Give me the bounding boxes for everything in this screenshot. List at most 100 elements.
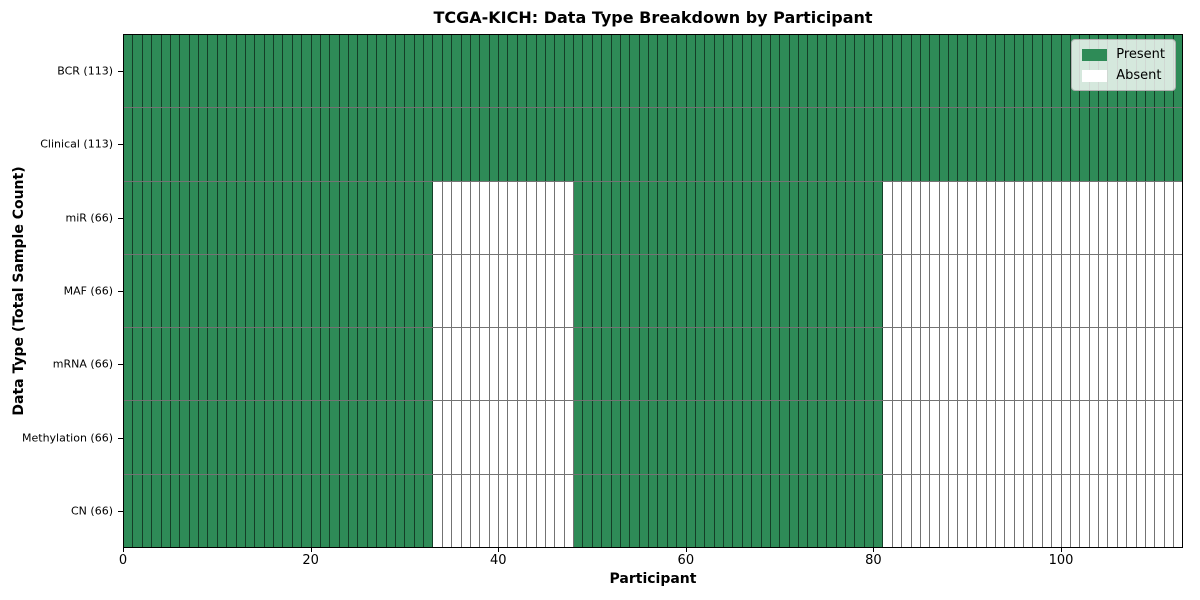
heatmap-cell [574,401,584,474]
heatmap-cell [780,108,790,181]
heatmap-cell [911,108,921,181]
heatmap-cell [902,474,912,547]
heatmap-cell [939,328,949,401]
heatmap-cell [433,328,443,401]
heatmap-cell [920,35,931,108]
heatmap-cell [255,328,265,401]
heatmap-cell [124,181,134,254]
heatmap-cell [967,474,978,547]
heatmap-cell [527,35,537,108]
heatmap-cell [320,254,331,328]
heatmap-cell [761,108,771,181]
heatmap-cell [1061,254,1071,328]
heatmap-cell [349,181,359,254]
heatmap-cell [358,474,368,547]
heatmap-cell [1155,401,1165,474]
heatmap-cell [536,35,546,108]
heatmap-cell [733,254,743,328]
heatmap-cell [236,35,246,108]
heatmap-cell [358,254,368,328]
heatmap-cell [799,108,809,181]
heatmap-cell [986,254,996,328]
heatmap-cell [124,35,134,108]
heatmap-cell [236,181,246,254]
heatmap-cell [1024,254,1034,328]
heatmap-cell [780,328,790,401]
heatmap-cell [152,474,162,547]
y-tick-label: Clinical (113) [40,137,113,151]
heatmap-cell [686,328,696,401]
heatmap-cell [574,254,584,328]
x-tick-label: 60 [677,553,695,568]
heatmap-cell [883,254,893,328]
heatmap-cell [620,35,631,108]
heatmap-row [124,328,1183,402]
plot-area [123,34,1183,548]
heatmap-cell [920,181,931,254]
heatmap-cell [227,474,237,547]
heatmap-cell [695,254,706,328]
heatmap-cell [358,328,368,401]
heatmap-cell [1117,108,1128,181]
heatmap-cell [677,108,687,181]
heatmap-cell [320,328,331,401]
heatmap-cell [1005,254,1015,328]
heatmap-cell [152,328,162,401]
heatmap-cell [911,474,921,547]
heatmap-cell [1042,108,1053,181]
legend: Present Absent [1071,39,1176,91]
heatmap-cell [180,181,190,254]
heatmap-cell [845,474,856,547]
heatmap-cell [949,35,959,108]
heatmap-cell [574,108,584,181]
heatmap-cell [949,474,959,547]
heatmap-cell [245,474,256,547]
heatmap-cell [133,401,143,474]
heatmap-cell [349,328,359,401]
heatmap-cell [395,328,406,401]
heatmap-cell [855,474,865,547]
heatmap-cell [1014,254,1024,328]
heatmap-cell [199,474,209,547]
heatmap-cell [311,35,321,108]
heatmap-cell [311,474,321,547]
heatmap-cell [1127,254,1137,328]
heatmap-cell [1042,474,1053,547]
heatmap-cell [630,181,640,254]
heatmap-cell [180,108,190,181]
heatmap-cell [742,35,753,108]
heatmap-cell [424,108,434,181]
heatmap-cell [864,401,874,474]
heatmap-cell [1108,328,1118,401]
heatmap-cell [1108,474,1118,547]
heatmap-cell [414,254,424,328]
heatmap-cell [752,108,762,181]
heatmap-cell [358,401,368,474]
heatmap-cell [367,328,378,401]
heatmap-cell [564,401,574,474]
heatmap-cell [986,401,996,474]
heatmap-row [124,401,1183,475]
heatmap-cell [555,254,565,328]
heatmap-cell [236,254,246,328]
heatmap-cell [705,328,715,401]
heatmap-cell [302,254,312,328]
heatmap-cell [517,35,528,108]
heatmap-cell [1089,328,1099,401]
heatmap-cell [330,108,340,181]
heatmap-cell [667,108,678,181]
heatmap-cell [1127,474,1137,547]
heatmap-cell [845,328,856,401]
heatmap-cell [742,328,753,401]
heatmap-cell [395,108,406,181]
heatmap-cell [808,35,818,108]
heatmap-cell [508,328,518,401]
heatmap-cell [1174,35,1183,108]
heatmap-cell [395,401,406,474]
heatmap-cell [845,401,856,474]
heatmap-cell [1108,254,1118,328]
heatmap-cell [630,328,640,401]
x-tick-label: 80 [865,553,882,568]
heatmap-cell [1005,108,1015,181]
heatmap-cell [1089,401,1099,474]
